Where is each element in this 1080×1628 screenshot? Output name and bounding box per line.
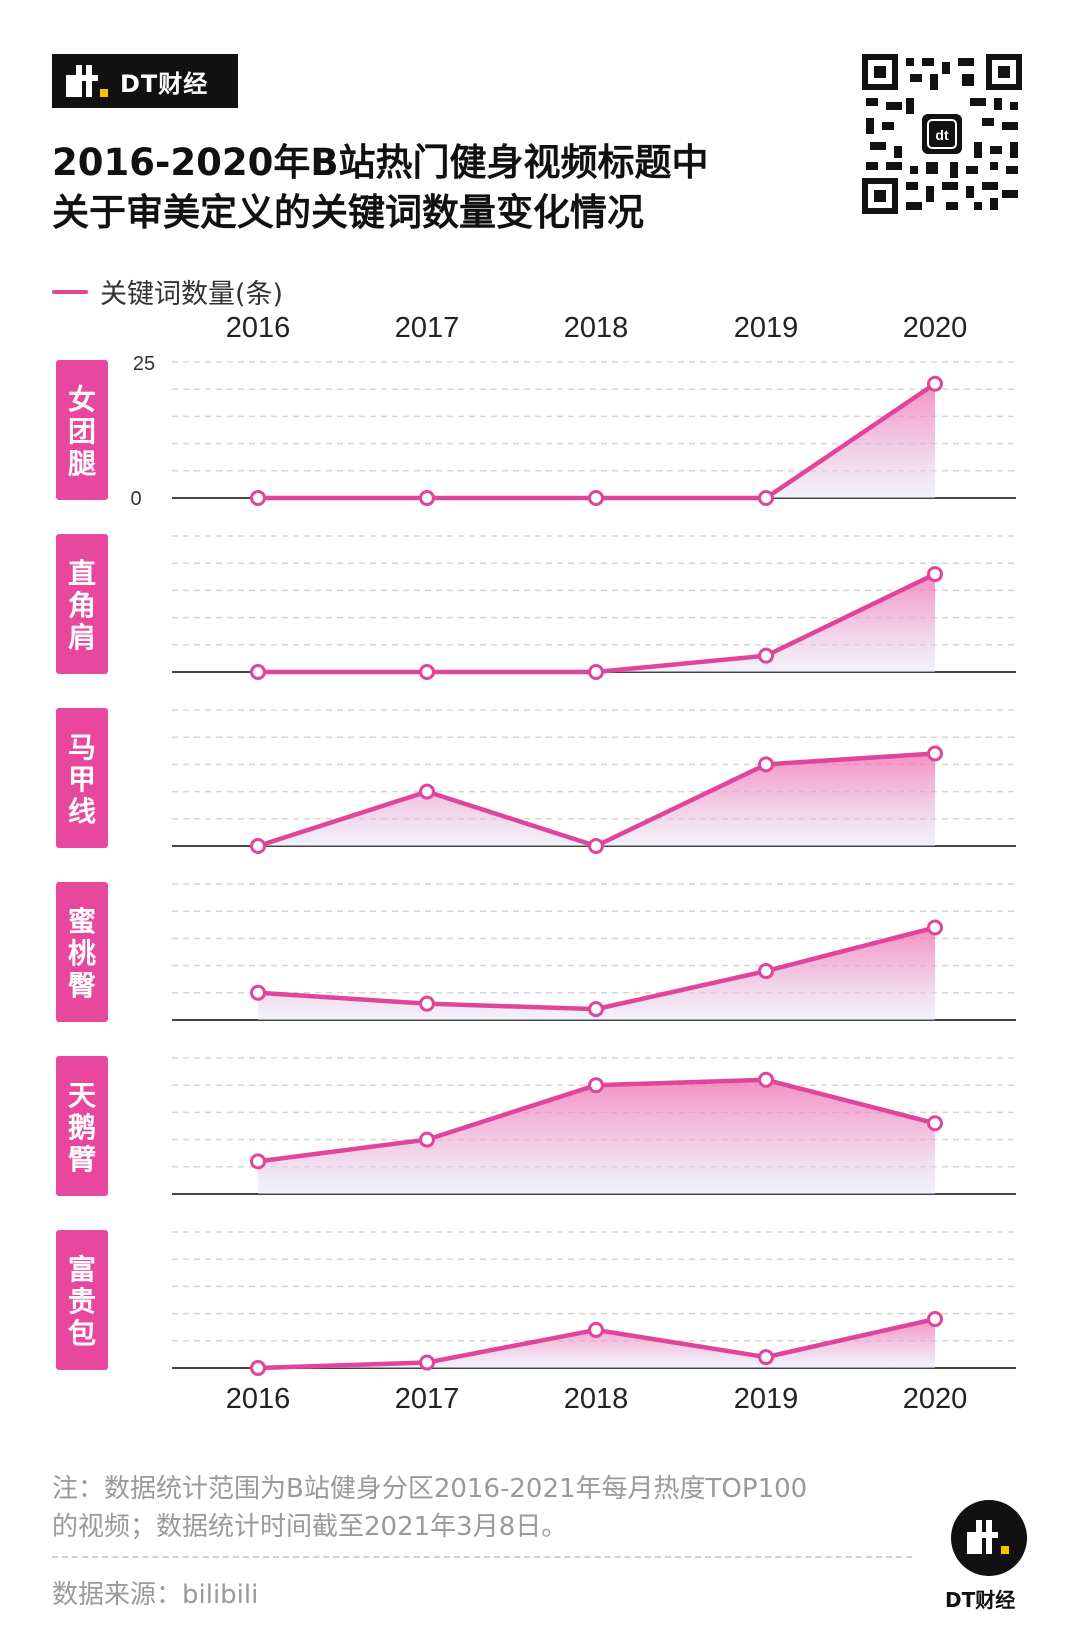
series-label-block: [56, 360, 108, 500]
legend-line-swatch: [52, 289, 88, 294]
data-point: [758, 756, 774, 773]
series-label-char: 包: [68, 1317, 96, 1350]
series-label-char: 天: [68, 1079, 96, 1112]
series-label-char: 团: [68, 415, 96, 448]
page-title: 2016-2020年B站热门健身视频标题中 关于审美定义的关键词数量变化情况: [52, 138, 752, 238]
x-tick-label-top: 2016: [226, 312, 291, 344]
series-label-char: 鹅: [68, 1111, 96, 1144]
x-tick-label-top: 2020: [903, 312, 968, 344]
series-label-block: [56, 534, 108, 674]
data-point: [927, 919, 943, 936]
x-tick-label-bottom: 2020: [903, 1383, 968, 1415]
data-point: [758, 1071, 774, 1088]
series-label-block: [56, 882, 108, 1022]
x-tick-label-top: 2018: [564, 312, 629, 344]
data-point: [588, 664, 604, 680]
data-point: [588, 838, 604, 854]
qr-code-icon: dt: [862, 54, 1022, 214]
data-point: [758, 1349, 774, 1366]
series-label-char: 直: [68, 557, 96, 590]
series-label-char: 臀: [68, 969, 96, 1002]
panel-6: 富贵包: [56, 1230, 1016, 1376]
series-label-char: 蜜: [68, 905, 96, 938]
data-point: [419, 490, 435, 506]
logo-text: DT财经: [120, 69, 209, 98]
footnote-line-1: 注：数据统计范围为B站健身分区2016-2021年每月热度TOP100: [52, 1474, 808, 1504]
series-label-char: 女: [68, 383, 96, 416]
footnote-line-2: 的视频；数据统计时间截至2021年3月8日。: [52, 1512, 568, 1542]
series-area: [258, 383, 935, 498]
data-point: [250, 1360, 266, 1376]
data-point: [250, 984, 266, 1001]
data-point: [588, 1077, 604, 1094]
x-tick-label-bottom: 2019: [734, 1383, 799, 1415]
data-point: [419, 783, 435, 800]
data-point: [927, 745, 943, 762]
series-label-char: 桃: [68, 937, 96, 970]
data-point: [250, 490, 266, 506]
series-area: [258, 574, 935, 672]
data-point: [758, 490, 774, 506]
panel-1: 女团腿 25 0: [56, 353, 1016, 510]
series-label-char: 甲: [68, 763, 96, 796]
data-point: [419, 1354, 435, 1371]
brand-footer-text: DT财经: [945, 1588, 1016, 1612]
y-tick-label-zero: 0: [130, 488, 141, 510]
small-multiples-area-chart: 2016 2017 2018 2019 2020 女团腿 25 0 直角肩马甲线蜜桃臀天鹅臂富贵…: [56, 312, 1016, 1415]
data-point: [927, 1115, 943, 1132]
series-area: [258, 927, 935, 1020]
data-point: [927, 1311, 943, 1328]
data-point: [927, 566, 943, 583]
x-tick-label-top: 2017: [395, 312, 460, 344]
panel-2: 直角肩: [56, 534, 1016, 680]
series-label-block: [56, 708, 108, 848]
data-point: [588, 1001, 604, 1018]
series-area: [258, 1319, 935, 1368]
data-point: [250, 664, 266, 680]
data-point: [588, 490, 604, 506]
series-label-char: 贵: [68, 1285, 96, 1318]
brand-logo: DT财经: [52, 54, 238, 108]
x-tick-label-bottom: 2018: [564, 1383, 629, 1415]
panel-5: 天鹅臂: [56, 1056, 1016, 1196]
data-point: [419, 995, 435, 1012]
series-label-char: 腿: [68, 447, 96, 480]
title-line-1: 2016-2020年B站热门健身视频标题中: [52, 141, 709, 184]
dt-badge-mark-icon: [967, 1520, 1009, 1554]
footer-divider: [52, 1556, 912, 1558]
series-label-char: 线: [68, 795, 96, 828]
panel-3: 马甲线: [56, 708, 1016, 854]
dt-logo-icon: [66, 65, 108, 97]
title-line-2: 关于审美定义的关键词数量变化情况: [52, 191, 644, 234]
data-point: [758, 647, 774, 664]
data-point: [419, 664, 435, 680]
legend-label: 关键词数量(条): [100, 279, 284, 310]
series-label-char: 臂: [68, 1143, 96, 1176]
data-point: [250, 838, 266, 854]
chart-legend: 关键词数量(条): [52, 272, 283, 311]
series-label-char: 马: [68, 731, 96, 764]
svg-text:dt: dt: [935, 127, 949, 143]
brand-badge-icon: [951, 1500, 1027, 1576]
x-tick-label-top: 2019: [734, 312, 799, 344]
data-source: 数据来源：bilibili: [52, 1580, 259, 1610]
series-label-char: 肩: [68, 621, 96, 654]
series-label-block: [56, 1230, 108, 1370]
data-point: [419, 1131, 435, 1148]
series-area: [258, 753, 935, 846]
footnote: 注：数据统计范围为B站健身分区2016-2021年每月热度TOP100 的视频；…: [52, 1470, 912, 1546]
series-label-block: [56, 1056, 108, 1196]
data-point: [758, 963, 774, 980]
series-area: [258, 1079, 935, 1194]
series-label-char: 角: [68, 589, 96, 622]
series-label-char: 富: [68, 1253, 96, 1286]
data-point: [588, 1321, 604, 1338]
y-tick-label-max: 25: [133, 353, 155, 375]
panel-4: 蜜桃臀: [56, 882, 1016, 1022]
x-tick-label-bottom: 2016: [226, 1383, 291, 1415]
x-tick-label-bottom: 2017: [395, 1383, 460, 1415]
data-point: [250, 1153, 266, 1170]
data-point: [927, 375, 943, 392]
